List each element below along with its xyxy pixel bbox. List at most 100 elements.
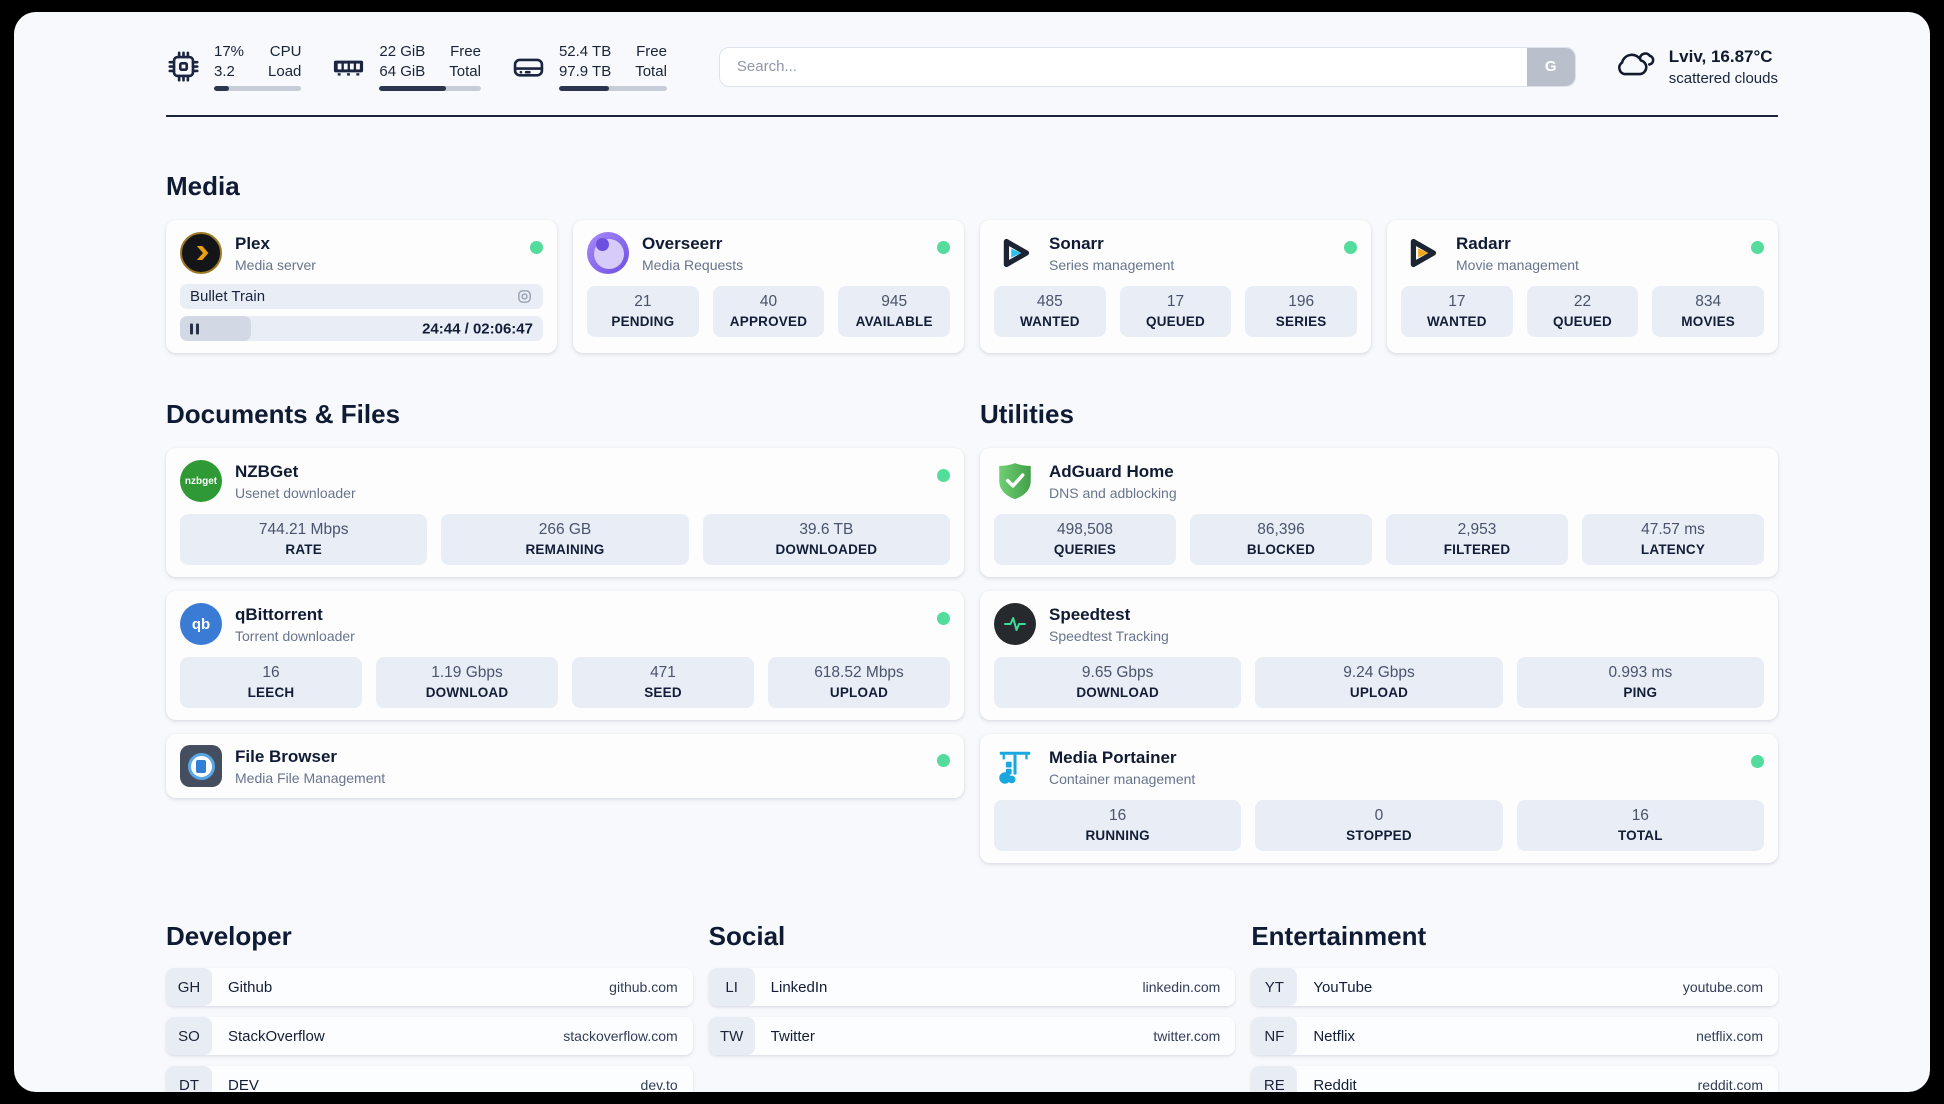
bookmark-abbr: LI bbox=[708, 968, 755, 1006]
status-dot bbox=[530, 241, 543, 254]
section-title-entertainment: Entertainment bbox=[1251, 921, 1427, 951]
service-card-sonarr[interactable]: Sonarr Series management 485 WANTED 17 Q… bbox=[980, 220, 1371, 353]
now-playing-row[interactable]: Bullet Train bbox=[180, 284, 543, 309]
stat-pending: 21 PENDING bbox=[587, 286, 699, 337]
service-description: Movie management bbox=[1456, 257, 1579, 273]
bookmark-stackoverflow[interactable]: SO StackOverflow stackoverflow.com bbox=[166, 1017, 693, 1055]
bookmark-domain: twitter.com bbox=[1153, 1028, 1221, 1044]
bookmark-domain: dev.to bbox=[640, 1077, 678, 1092]
stat-running: 16 RUNNING bbox=[994, 800, 1242, 851]
stat-blocked: 86,396 BLOCKED bbox=[1190, 514, 1372, 565]
bookmark-name: Reddit bbox=[1313, 1076, 1357, 1093]
service-card-radarr[interactable]: Radarr Movie management 17 WANTED 22 QUE… bbox=[1387, 220, 1778, 353]
memory-label-top: Free bbox=[450, 43, 481, 60]
service-card-speedtest[interactable]: Speedtest Speedtest Tracking 9.65 Gbps D… bbox=[980, 591, 1778, 720]
bookmark-abbr: RE bbox=[1251, 1066, 1298, 1092]
disk-free-value: 52.4 TB bbox=[558, 43, 612, 60]
service-card-filebrowser[interactable]: File Browser Media File Management bbox=[166, 734, 964, 798]
bookmark-abbr: YT bbox=[1251, 968, 1298, 1006]
service-description: Usenet downloader bbox=[235, 485, 356, 501]
ram-icon bbox=[331, 49, 366, 84]
search-input[interactable] bbox=[719, 47, 1527, 86]
stat-queries: 498,508 QUERIES bbox=[994, 514, 1176, 565]
session-video-icon[interactable] bbox=[516, 288, 533, 305]
bookmark-domain: reddit.com bbox=[1697, 1077, 1763, 1092]
bookmark-github[interactable]: GH Github github.com bbox=[166, 968, 693, 1006]
weather-condition: scattered clouds bbox=[1668, 69, 1778, 87]
service-card-overseerr[interactable]: Overseerr Media Requests 21 PENDING 40 A… bbox=[573, 220, 964, 353]
section-documents-files: Documents & Files nzbget NZBGet Usenet d… bbox=[166, 399, 964, 798]
disk-widget: 52.4 TB Free 97.9 TB Total bbox=[511, 42, 667, 91]
search-engine-button[interactable]: G bbox=[1526, 47, 1575, 86]
pause-icon[interactable] bbox=[190, 323, 199, 334]
stat-download: 9.65 Gbps DOWNLOAD bbox=[994, 657, 1242, 708]
sonarr-icon bbox=[994, 232, 1036, 274]
stat-rate: 744.21 Mbps RATE bbox=[180, 514, 428, 565]
stat-leech: 16 LEECH bbox=[180, 657, 362, 708]
stat-latency: 47.57 ms LATENCY bbox=[1582, 514, 1764, 565]
playback-progress-bar[interactable]: 24:44 / 02:06:47 bbox=[180, 316, 543, 341]
bookmark-abbr: NF bbox=[1251, 1017, 1298, 1055]
qbittorrent-icon: qb bbox=[180, 603, 222, 645]
bookmark-domain: linkedin.com bbox=[1142, 979, 1221, 995]
stat-wanted: 485 WANTED bbox=[994, 286, 1106, 337]
bookmark-abbr: SO bbox=[166, 1017, 212, 1055]
service-card-nzbget[interactable]: nzbget NZBGet Usenet downloader 744.21 M… bbox=[166, 448, 964, 577]
stat-queued: 17 QUEUED bbox=[1119, 286, 1232, 337]
hard-drive-icon bbox=[511, 49, 546, 84]
bookmark-youtube[interactable]: YT YouTube youtube.com bbox=[1251, 968, 1778, 1006]
service-name: File Browser bbox=[235, 747, 338, 766]
status-dot bbox=[937, 612, 950, 625]
bookmark-name: Netflix bbox=[1313, 1027, 1356, 1045]
cpu-label-bottom: Load bbox=[268, 62, 302, 80]
radarr-icon bbox=[1401, 232, 1443, 274]
bookmark-abbr: GH bbox=[166, 968, 212, 1006]
service-name: Sonarr bbox=[1049, 234, 1104, 253]
stat-total: 16 TOTAL bbox=[1516, 800, 1764, 851]
bookmark-abbr: DT bbox=[166, 1066, 212, 1092]
section-title-developer: Developer bbox=[166, 921, 292, 951]
bookmark-netflix[interactable]: NF Netflix netflix.com bbox=[1251, 1017, 1778, 1055]
bookmark-name: Twitter bbox=[770, 1027, 815, 1045]
speedtest-pulse-icon bbox=[994, 603, 1036, 645]
service-card-qbittorrent[interactable]: qb qBittorrent Torrent downloader 16 LEE… bbox=[166, 591, 964, 720]
bookmark-reddit[interactable]: RE Reddit reddit.com bbox=[1251, 1066, 1778, 1092]
bookmark-linkedin[interactable]: LI LinkedIn linkedin.com bbox=[708, 968, 1236, 1006]
dashboard-page: 17% CPU 3.2 Load bbox=[14, 12, 1930, 1092]
bookmark-group-developer: Developer GH Github github.com SO StackO… bbox=[166, 921, 693, 1092]
stat-approved: 40 APPROVED bbox=[712, 286, 825, 337]
service-description: Speedtest Tracking bbox=[1049, 628, 1169, 644]
service-name: Speedtest bbox=[1049, 605, 1131, 624]
cpu-load-value: 3.2 bbox=[214, 62, 235, 80]
stat-stopped: 0 STOPPED bbox=[1255, 800, 1503, 851]
service-description: Series management bbox=[1049, 257, 1175, 273]
stat-filtered: 2,953 FILTERED bbox=[1386, 514, 1568, 565]
section-title-utilities: Utilities bbox=[980, 399, 1074, 429]
status-dot bbox=[1751, 241, 1764, 254]
bookmark-twitter[interactable]: TW Twitter twitter.com bbox=[708, 1017, 1236, 1055]
service-description: Media Requests bbox=[642, 257, 744, 273]
section-title-media: Media bbox=[166, 171, 240, 201]
bookmark-group-social: Social LI LinkedIn linkedin.com TW Twitt… bbox=[708, 921, 1236, 1055]
service-description: Media File Management bbox=[235, 770, 386, 786]
memory-total-value: 64 GiB bbox=[379, 62, 426, 80]
playback-time: 24:44 / 02:06:47 bbox=[422, 320, 533, 337]
service-name: AdGuard Home bbox=[1049, 462, 1174, 481]
bookmark-name: YouTube bbox=[1313, 978, 1373, 996]
service-card-plex[interactable]: Plex Media server Bullet Train 24:44 / 0… bbox=[166, 220, 557, 353]
cpu-label-top: CPU bbox=[269, 43, 302, 60]
cpu-chip-icon bbox=[166, 49, 201, 84]
service-name: qBittorrent bbox=[235, 605, 323, 624]
overseerr-icon bbox=[587, 232, 629, 274]
service-card-adguard[interactable]: AdGuard Home DNS and adblocking 498,508 … bbox=[980, 448, 1778, 577]
section-title-documents: Documents & Files bbox=[166, 399, 401, 429]
status-dot bbox=[937, 241, 950, 254]
now-playing-title: Bullet Train bbox=[190, 288, 266, 305]
memory-progress-bar bbox=[379, 86, 481, 91]
bookmark-dev[interactable]: DT DEV dev.to bbox=[166, 1066, 693, 1092]
adguard-shield-icon bbox=[994, 460, 1036, 502]
bookmark-group-entertainment: Entertainment YT YouTube youtube.com NF … bbox=[1251, 921, 1778, 1092]
service-card-portainer[interactable]: Media Portainer Container management 16 … bbox=[980, 734, 1778, 863]
bookmark-name: Github bbox=[228, 978, 273, 996]
filebrowser-icon bbox=[180, 745, 222, 787]
